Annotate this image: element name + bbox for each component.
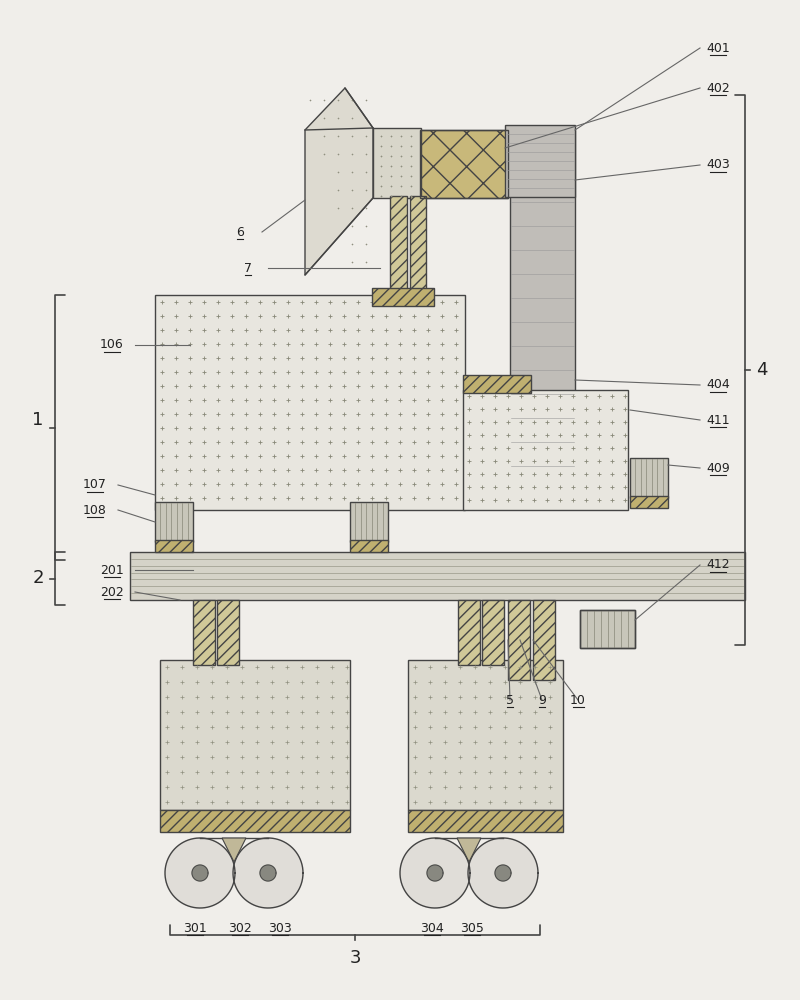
Text: 2: 2 [32, 569, 44, 587]
Polygon shape [495, 865, 511, 881]
Text: 3: 3 [350, 949, 361, 967]
Bar [463, 375, 531, 393]
Bar [155, 295, 465, 510]
Text: 1: 1 [32, 411, 44, 429]
Bar [130, 552, 745, 600]
Text: 411: 411 [706, 414, 730, 426]
Bar [155, 502, 193, 542]
Text: 304: 304 [420, 922, 444, 934]
Bar [580, 610, 635, 648]
Text: 108: 108 [83, 504, 107, 516]
Text: 6: 6 [236, 226, 244, 238]
Bar [408, 660, 563, 810]
Bar [217, 600, 239, 665]
Text: 401: 401 [706, 41, 730, 54]
Bar [350, 540, 388, 552]
Text: 409: 409 [706, 462, 730, 475]
Text: 5: 5 [506, 694, 514, 706]
Bar [463, 390, 628, 510]
Text: 10: 10 [570, 694, 586, 706]
Text: 402: 402 [706, 82, 730, 95]
Polygon shape [222, 838, 246, 862]
Text: 4: 4 [756, 361, 768, 379]
Polygon shape [192, 865, 208, 881]
Text: 403: 403 [706, 158, 730, 172]
Bar [420, 130, 508, 198]
Text: 107: 107 [83, 479, 107, 491]
Polygon shape [457, 838, 481, 862]
Polygon shape [400, 838, 470, 908]
Polygon shape [468, 838, 538, 908]
Bar [160, 660, 350, 810]
Bar [510, 130, 575, 490]
Bar [630, 458, 668, 498]
Bar [630, 496, 668, 508]
Text: 7: 7 [244, 261, 252, 274]
Text: 302: 302 [228, 922, 252, 934]
Text: 106: 106 [100, 338, 124, 352]
Text: 305: 305 [460, 922, 484, 934]
Bar [408, 810, 563, 832]
Bar [390, 196, 407, 291]
Bar [372, 288, 434, 306]
Bar [193, 600, 215, 665]
Polygon shape [427, 865, 443, 881]
Polygon shape [165, 838, 235, 908]
Text: 412: 412 [706, 558, 730, 572]
Bar [505, 125, 575, 197]
Polygon shape [260, 865, 276, 881]
Text: 9: 9 [538, 694, 546, 706]
Bar [160, 810, 350, 832]
Bar [580, 610, 635, 648]
Bar [482, 600, 504, 665]
Text: 301: 301 [183, 922, 207, 934]
Text: 201: 201 [100, 564, 124, 576]
Polygon shape [233, 838, 303, 908]
Bar [373, 128, 421, 198]
Bar [533, 600, 555, 680]
Text: 202: 202 [100, 585, 124, 598]
Polygon shape [305, 88, 373, 275]
Bar [410, 196, 426, 291]
Bar [155, 540, 193, 552]
Text: 404: 404 [706, 378, 730, 391]
Bar [458, 600, 480, 665]
Text: 303: 303 [268, 922, 292, 934]
Bar [508, 600, 530, 680]
Bar [420, 130, 508, 198]
Bar [350, 502, 388, 542]
